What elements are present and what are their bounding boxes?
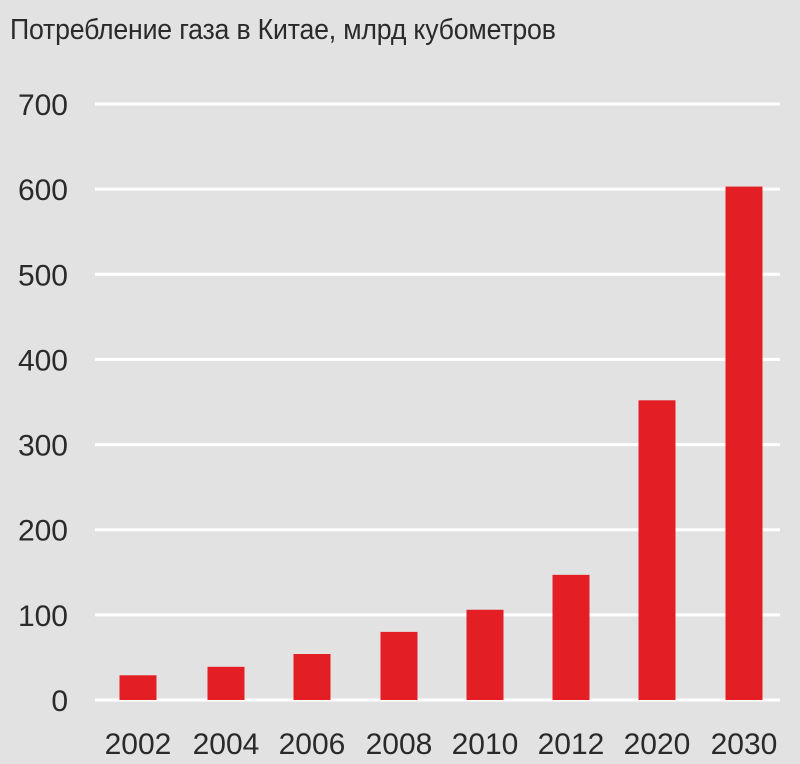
x-tick-label: 2030 (711, 728, 778, 761)
bars (119, 186, 763, 701)
y-tick-label: 600 (18, 174, 68, 207)
bar-2008 (380, 631, 418, 700)
y-tick-label: 100 (18, 600, 68, 633)
bar-2020 (638, 400, 676, 700)
bar-2004 (207, 666, 245, 700)
y-tick-label: 200 (18, 515, 68, 548)
chart-title: Потребление газа в Китае, млрд кубометро… (10, 14, 556, 46)
y-tick-label: 500 (18, 259, 68, 292)
bar-2002 (119, 675, 157, 700)
x-tick-label: 2010 (452, 728, 519, 761)
x-tick-label: 2008 (366, 728, 433, 761)
x-tick-label: 2002 (105, 728, 172, 761)
y-tick-label: 300 (18, 430, 68, 463)
y-tick-label: 400 (18, 344, 68, 377)
x-tick-label: 2006 (279, 728, 346, 761)
bar-2006 (293, 654, 331, 700)
y-axis-ticks: 0 100 200 300 400 500 600 700 (18, 89, 68, 718)
x-tick-label: 2012 (538, 728, 605, 761)
y-tick-label: 0 (51, 685, 68, 718)
x-tick-label: 2020 (624, 728, 691, 761)
bar-2030 (725, 186, 763, 701)
x-axis-ticks: 2002 2004 2006 2008 2010 2012 2020 2030 (105, 728, 778, 761)
bar-2012 (552, 574, 590, 700)
gridlines (95, 102, 780, 702)
bar-2010 (466, 609, 504, 700)
y-tick-label: 700 (18, 89, 68, 122)
x-tick-label: 2004 (193, 728, 260, 761)
